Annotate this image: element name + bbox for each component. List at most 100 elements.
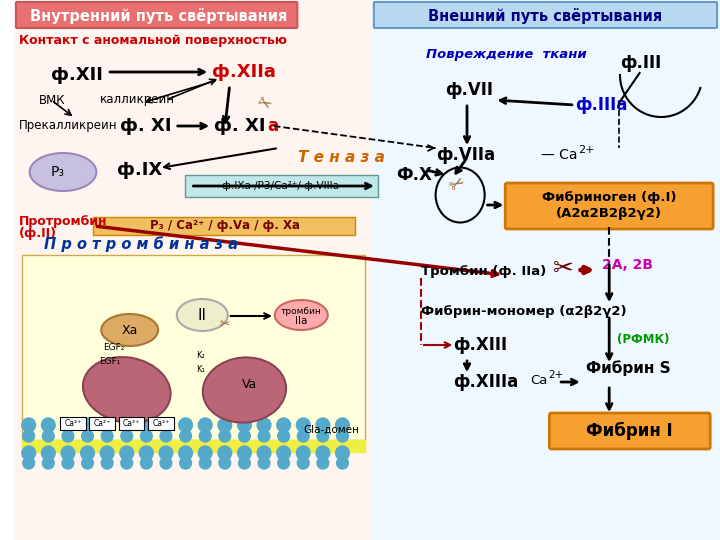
Bar (14, 0, 372, 540)
Text: Фибрин S: Фибрин S (585, 360, 670, 376)
Circle shape (140, 446, 153, 460)
Text: Фибрин-мономер (α2β2γ2): Фибрин-мономер (α2β2γ2) (421, 306, 626, 319)
Circle shape (42, 430, 54, 442)
Circle shape (159, 418, 173, 432)
Bar (372, 0, 720, 540)
Text: Тромбин (ф. IIa): Тромбин (ф. IIa) (421, 266, 546, 279)
Circle shape (297, 446, 310, 460)
Circle shape (42, 457, 54, 469)
Circle shape (198, 446, 212, 460)
Text: калликреин: калликреин (100, 93, 175, 106)
Text: Ca²⁺: Ca²⁺ (94, 418, 111, 428)
Text: Протромбин: Протромбин (19, 215, 107, 228)
Circle shape (22, 418, 35, 432)
Circle shape (317, 457, 329, 469)
Ellipse shape (30, 153, 96, 191)
Circle shape (42, 418, 55, 432)
Text: ф.XII: ф.XII (51, 66, 103, 84)
Ellipse shape (275, 300, 328, 330)
Circle shape (61, 418, 75, 432)
Text: ф. XI: ф. XI (120, 117, 171, 135)
Text: ф.IIIа: ф.IIIа (575, 96, 627, 114)
Text: (РФМК): (РФМК) (617, 334, 670, 347)
Text: Р₃ / Са²⁺ / ф.Vа / ф. Xа: Р₃ / Са²⁺ / ф.Vа / ф. Xа (150, 219, 300, 233)
Text: 2+: 2+ (549, 370, 564, 380)
Text: Xa: Xa (122, 323, 138, 336)
Circle shape (140, 418, 153, 432)
Circle shape (180, 430, 192, 442)
Circle shape (278, 430, 289, 442)
FancyBboxPatch shape (374, 2, 717, 28)
Circle shape (198, 418, 212, 432)
Text: Ф.Х: Ф.Х (397, 166, 432, 184)
Text: 2+: 2+ (578, 145, 594, 155)
Circle shape (140, 430, 152, 442)
Circle shape (336, 430, 348, 442)
Circle shape (276, 446, 290, 460)
Circle shape (179, 418, 192, 432)
Circle shape (42, 446, 55, 460)
Circle shape (336, 457, 348, 469)
Text: K₂: K₂ (196, 350, 204, 360)
Text: Va: Va (242, 379, 257, 392)
Text: ф.IX: ф.IX (117, 161, 162, 179)
Text: K₁: K₁ (196, 366, 204, 375)
Circle shape (238, 430, 251, 442)
Circle shape (100, 418, 114, 432)
Circle shape (219, 457, 230, 469)
FancyBboxPatch shape (184, 175, 378, 197)
Text: Ca²⁺: Ca²⁺ (64, 418, 81, 428)
Text: Фибрин I: Фибрин I (587, 422, 673, 440)
Circle shape (120, 418, 134, 432)
Text: — Са: — Са (541, 148, 577, 162)
Circle shape (180, 457, 192, 469)
Bar (89, 417, 115, 430)
Text: П р о т р о м б и н а з а: П р о т р о м б и н а з а (45, 236, 238, 252)
Circle shape (238, 446, 251, 460)
Circle shape (81, 430, 94, 442)
Text: Повреждение  ткани: Повреждение ткани (426, 48, 587, 61)
Text: EGF₁: EGF₁ (99, 357, 121, 367)
Text: EGF₂: EGF₂ (103, 343, 125, 353)
Circle shape (276, 418, 290, 432)
Text: Ca²⁺: Ca²⁺ (153, 418, 170, 428)
Text: ✂: ✂ (220, 319, 230, 332)
Circle shape (238, 457, 251, 469)
Text: ✂: ✂ (253, 92, 274, 114)
Circle shape (199, 457, 211, 469)
Circle shape (81, 418, 94, 432)
Circle shape (316, 446, 330, 460)
Text: Gla-домен: Gla-домен (303, 425, 359, 435)
Text: Внешний путь свёртывания: Внешний путь свёртывания (428, 8, 662, 24)
Text: Фибриноген (ф.I): Фибриноген (ф.I) (542, 192, 677, 205)
Ellipse shape (102, 314, 158, 346)
Text: Ca²⁺: Ca²⁺ (123, 418, 140, 428)
Text: Прекалликреин: Прекалликреин (19, 119, 117, 132)
Bar (119, 417, 145, 430)
Text: ✂: ✂ (553, 257, 574, 281)
FancyBboxPatch shape (16, 2, 297, 28)
Circle shape (159, 446, 173, 460)
Text: Са: Са (530, 374, 547, 387)
Circle shape (219, 430, 230, 442)
Circle shape (100, 446, 114, 460)
Circle shape (199, 430, 211, 442)
Circle shape (297, 418, 310, 432)
Circle shape (257, 446, 271, 460)
Text: ф.XIIIа: ф.XIIIа (454, 373, 518, 391)
Text: ф.XIII: ф.XIII (454, 336, 508, 354)
Circle shape (257, 418, 271, 432)
Circle shape (121, 457, 132, 469)
Circle shape (297, 430, 309, 442)
Text: (ф.II): (ф.II) (19, 226, 57, 240)
Text: а: а (267, 117, 278, 135)
Circle shape (23, 430, 35, 442)
Text: 2А, 2В: 2А, 2В (603, 258, 653, 272)
Circle shape (23, 457, 35, 469)
Circle shape (81, 446, 94, 460)
Ellipse shape (203, 357, 286, 423)
Circle shape (22, 446, 35, 460)
Text: IIa: IIa (295, 316, 307, 326)
Text: ф.VII: ф.VII (446, 81, 493, 99)
Text: ф.III: ф.III (620, 54, 661, 72)
